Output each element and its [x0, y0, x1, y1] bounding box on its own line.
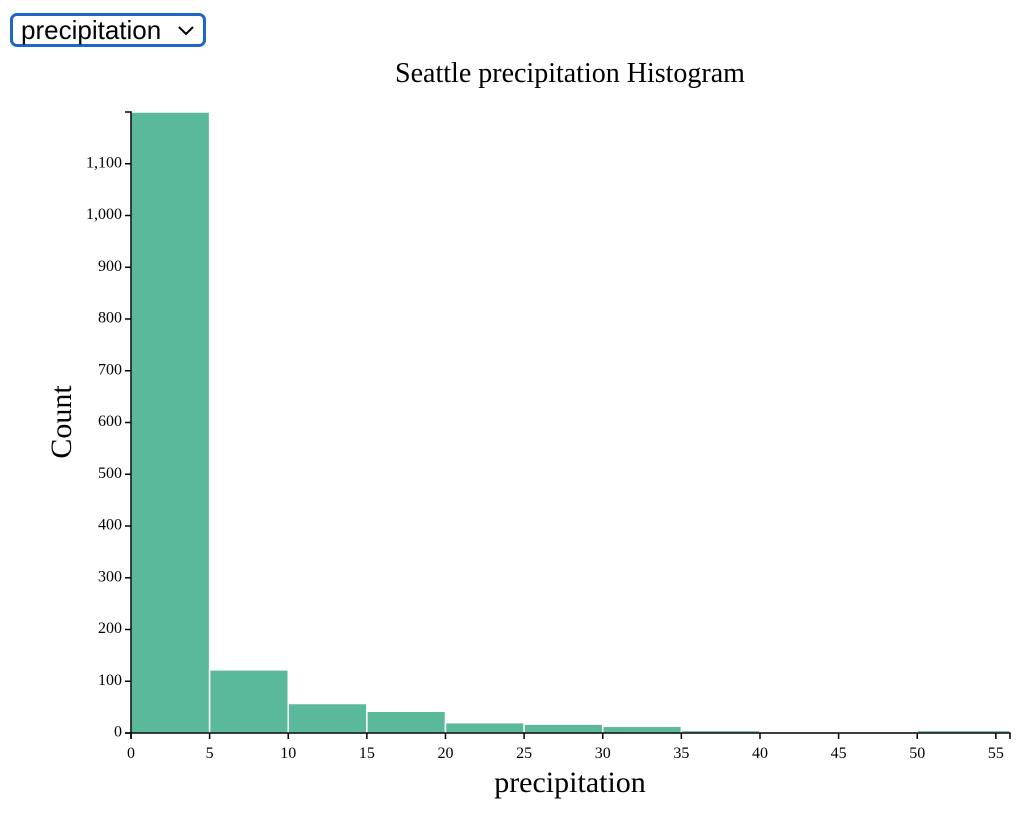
x-tick-label: 0	[127, 745, 135, 762]
histogram-bar	[287, 702, 368, 734]
variable-select-value: precipitation	[21, 14, 162, 45]
y-tick-label: 900	[98, 258, 122, 275]
histogram-bar	[444, 721, 525, 734]
y-tick-label: 400	[98, 517, 122, 534]
x-tick-label: 30	[595, 745, 611, 762]
y-tick-label: 1,000	[86, 206, 122, 223]
y-tick-label: 300	[98, 568, 122, 585]
histogram-bar	[130, 111, 211, 734]
histogram-bar	[523, 723, 604, 734]
y-tick-label: 1,100	[86, 154, 122, 171]
x-tick-label: 55	[988, 745, 1004, 762]
variable-select[interactable]: precipitation	[10, 13, 206, 47]
y-axis: 0 100 200 300 400 500 600 700 800 900 1,000 1,100	[86, 111, 132, 741]
x-axis-line	[130, 732, 1011, 739]
x-tick-label: 10	[280, 745, 296, 762]
y-axis-label: Count	[45, 385, 78, 459]
histogram-bar	[366, 710, 447, 734]
x-tick-label: 5	[206, 745, 214, 762]
y-tick-label: 0	[114, 724, 122, 741]
y-tick-label: 600	[98, 413, 122, 430]
x-axis-label: precipitation	[494, 766, 646, 799]
y-tick-label: 200	[98, 620, 122, 637]
histogram-bar	[601, 725, 683, 734]
x-tick-label: 40	[752, 745, 768, 762]
x-tick-label: 20	[437, 745, 453, 762]
y-tick-label: 500	[98, 465, 122, 482]
y-tick-label: 800	[98, 310, 122, 327]
y-tick-label: 100	[98, 672, 122, 689]
x-tick-label: 45	[831, 745, 847, 762]
histogram-bar	[208, 669, 289, 734]
x-tick-label: 25	[516, 745, 532, 762]
bars-group	[130, 111, 1011, 734]
x-tick-label: 15	[359, 745, 375, 762]
x-tick-label: 35	[673, 745, 689, 762]
y-tick-label: 700	[98, 361, 122, 378]
x-axis: 0 5 10 15 20 25 30 35 40 45 50 55	[127, 732, 1011, 762]
chevron-down-icon	[178, 26, 194, 36]
chart-title: Seattle precipitation Histogram	[395, 58, 745, 89]
x-tick-label: 50	[909, 745, 925, 762]
